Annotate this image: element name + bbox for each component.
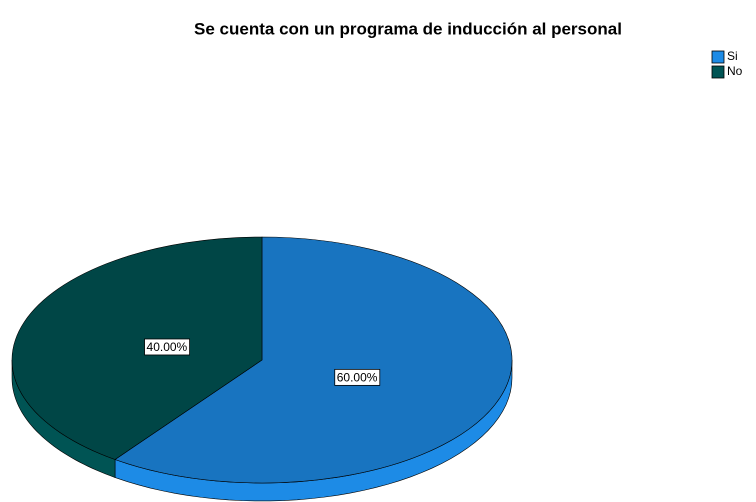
value-label: 60.00% <box>337 370 378 384</box>
slice <box>114 236 513 484</box>
value-label-box <box>334 368 381 386</box>
legend-label: No <box>727 64 743 78</box>
slice <box>11 236 263 460</box>
chart-title: Se cuenta con un programa de inducción a… <box>194 19 622 38</box>
value-label: 40.00% <box>147 340 188 354</box>
value-label-box <box>144 338 190 356</box>
legend-label: Si <box>727 49 738 63</box>
legend-swatch <box>711 65 725 79</box>
legend-swatch <box>711 50 725 64</box>
